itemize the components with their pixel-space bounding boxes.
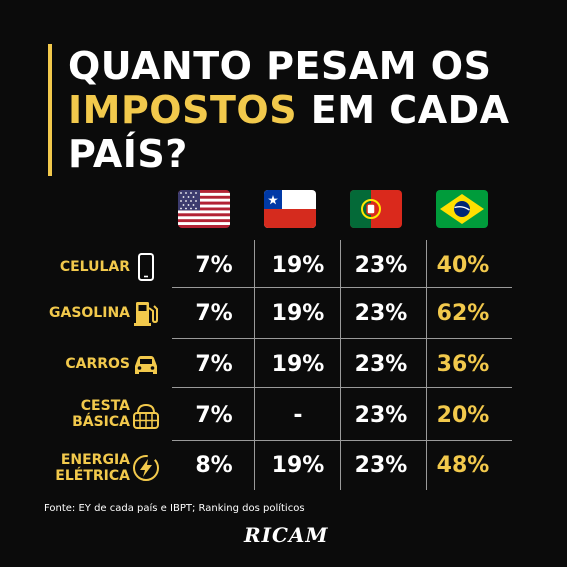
chile-flag-icon xyxy=(264,190,316,228)
grid-line-vertical-1 xyxy=(254,240,255,490)
row-label-energia-line-2: ELÉTRICA xyxy=(55,468,130,484)
cell-gasolina-brazil: 62% xyxy=(436,301,490,326)
grid-line-vertical-3 xyxy=(426,240,427,490)
fuel-pump-icon xyxy=(134,302,158,326)
usa-flag-icon xyxy=(178,190,230,228)
row-label-gasolina: GASOLINA xyxy=(49,305,130,321)
car-icon xyxy=(135,356,157,374)
phone-icon xyxy=(138,253,154,281)
row-label-energia-line-1: ENERGIA xyxy=(60,452,130,468)
title-line-3: PAÍS? xyxy=(68,132,188,176)
cell-energia-portugal: 23% xyxy=(354,453,408,478)
grid-line-horizontal-4 xyxy=(172,440,512,441)
cell-cesta-portugal: 23% xyxy=(354,403,408,428)
title-line-1: QUANTO PESAM OS xyxy=(68,44,492,88)
row-label-celular: CELULAR xyxy=(59,259,130,275)
cell-gasolina-chile: 19% xyxy=(271,301,325,326)
cell-cesta-brazil: 20% xyxy=(436,403,490,428)
lightning-icon xyxy=(133,455,159,481)
cell-carros-brazil: 36% xyxy=(436,352,490,377)
row-label-cesta-basica: CESTA BÁSICA xyxy=(30,398,130,430)
cell-carros-usa: 7% xyxy=(195,352,233,377)
grid-line-horizontal-2 xyxy=(172,338,512,339)
cell-cesta-chile: - xyxy=(293,403,303,428)
cell-cesta-usa: 7% xyxy=(195,403,233,428)
cell-celular-portugal: 23% xyxy=(354,253,408,278)
title-highlight: IMPOSTOS xyxy=(68,88,298,132)
cell-energia-usa: 8% xyxy=(195,453,233,478)
title-line-2: IMPOSTOS EM CADA xyxy=(68,88,548,132)
cell-celular-chile: 19% xyxy=(271,253,325,278)
cell-carros-chile: 19% xyxy=(271,352,325,377)
grid-line-horizontal-3 xyxy=(172,387,512,388)
portugal-flag-icon xyxy=(350,190,402,228)
row-label-cesta-line-2: BÁSICA xyxy=(72,414,130,430)
page-title: QUANTO PESAM OS IMPOSTOS EM CADA PAÍS? xyxy=(68,44,548,176)
cell-celular-brazil: 40% xyxy=(436,253,490,278)
source-note: Fonte: EY de cada país e IBPT; Ranking d… xyxy=(44,503,305,514)
cell-energia-chile: 19% xyxy=(271,453,325,478)
cell-celular-usa: 7% xyxy=(195,253,233,278)
cell-carros-portugal: 23% xyxy=(354,352,408,377)
grid-line-horizontal-1 xyxy=(172,287,512,288)
brazil-flag-icon xyxy=(436,190,488,228)
row-label-cesta-line-1: CESTA xyxy=(80,398,130,414)
row-label-energia-eletrica: ENERGIA ELÉTRICA xyxy=(30,452,130,484)
cell-gasolina-usa: 7% xyxy=(195,301,233,326)
title-accent-bar xyxy=(48,44,52,176)
cell-gasolina-portugal: 23% xyxy=(354,301,408,326)
cell-energia-brazil: 48% xyxy=(436,453,490,478)
title-line-2-rest: EM CADA xyxy=(297,88,510,132)
brand-logo: RICAM xyxy=(244,523,329,547)
row-label-carros: CARROS xyxy=(65,356,130,372)
grid-line-vertical-2 xyxy=(340,240,341,490)
basket-icon xyxy=(133,403,159,429)
